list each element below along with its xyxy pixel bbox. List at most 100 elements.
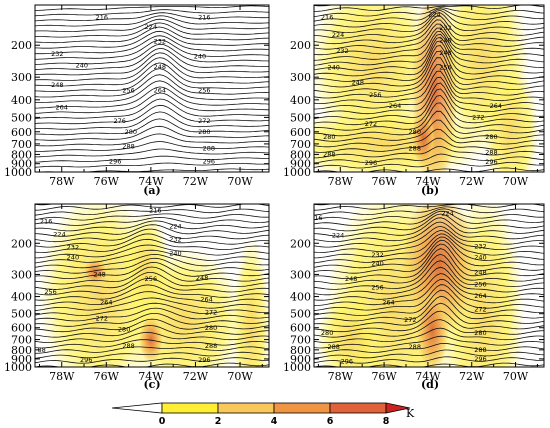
isotherm-line — [35, 357, 269, 364]
contour-label: 288 — [409, 145, 421, 153]
isotherm-line — [314, 30, 544, 61]
isotherm-line — [314, 27, 544, 56]
isotherm-line — [314, 33, 544, 66]
contour-label: 88 — [38, 346, 46, 354]
isotherm-line — [314, 76, 544, 110]
isotherm-line — [35, 5, 269, 11]
contour-label: 216 — [149, 206, 161, 214]
colorbar: 0 2 4 6 8 K — [111, 402, 415, 427]
isotherm-line — [314, 248, 544, 279]
contour-label: 224 — [332, 31, 344, 39]
x-tick-label: 78W — [328, 370, 354, 383]
isotherm-line — [314, 110, 544, 137]
y-tick-label: 900 — [290, 158, 311, 171]
isotherm-line — [314, 342, 544, 354]
panel-label: (d) — [421, 378, 439, 391]
isotherm-line — [314, 289, 544, 316]
isotherm-line — [314, 64, 544, 99]
contour-label: 248 — [474, 269, 486, 277]
isotherm-line — [35, 331, 269, 343]
plot-frame — [34, 203, 270, 368]
contour-label: 216 — [198, 13, 210, 21]
isotherm-line — [314, 221, 544, 243]
contour-label: 296 — [80, 356, 92, 364]
isotherm-line — [35, 277, 269, 296]
contour-label: 272 — [96, 314, 108, 322]
colorbar-tick-label: 2 — [215, 416, 222, 427]
contour-label: 256 — [145, 275, 157, 283]
plot-frame — [313, 203, 545, 368]
contour-label: 280 — [409, 128, 421, 136]
contour-label: 224 — [332, 231, 344, 239]
contour-label: 272 — [472, 114, 484, 122]
contour-label: 240 — [439, 37, 451, 45]
isotherm-line — [314, 145, 544, 159]
isotherms — [35, 5, 269, 172]
y-tick-label: 700 — [290, 334, 311, 347]
colorbar-left-arrow — [111, 402, 163, 414]
isotherm-line — [314, 119, 544, 142]
isotherm-line — [35, 47, 269, 71]
isotherm-line — [314, 88, 544, 120]
isotherm-line — [314, 70, 544, 104]
colorbar-segment — [329, 402, 387, 414]
isotherm-line — [35, 9, 269, 17]
panel-a: 216 224 216 232 232 240 240 248 248 256 264 256 264 2… — [4, 4, 270, 197]
contour-label: 216 — [40, 217, 52, 225]
isotherm-line — [35, 291, 269, 307]
isotherm-line — [35, 208, 269, 216]
isotherm-line — [314, 102, 544, 131]
isotherm-line — [314, 362, 544, 367]
y-tick-label: 200 — [290, 237, 311, 250]
contour-label: 264 — [56, 104, 68, 112]
isotherm-line — [35, 125, 269, 141]
isotherm-line — [35, 118, 269, 136]
y-tick-label: 200 — [11, 237, 32, 250]
y-tick-label: 600 — [11, 126, 32, 139]
anomaly-shading — [316, 204, 525, 367]
isotherm-line — [314, 295, 544, 322]
contour-label: 224 — [169, 222, 181, 230]
isotherm-line — [314, 273, 544, 301]
contour-label: 288 — [323, 151, 335, 159]
x-tick-label: 70W — [227, 370, 253, 383]
contour-label: 288 — [328, 343, 340, 351]
shade-blob — [412, 108, 436, 169]
isotherm-line — [314, 327, 544, 343]
isotherm-line — [35, 272, 269, 290]
isotherm-line — [35, 18, 269, 32]
contour-label: 280 — [205, 324, 217, 332]
isotherm-line — [35, 204, 269, 211]
isotherm-line — [35, 297, 269, 312]
isotherm-line — [314, 94, 544, 126]
y-tick-label: 800 — [11, 148, 32, 161]
x-tick-label: 76W — [371, 175, 397, 188]
isotherm-line — [35, 12, 269, 22]
isotherm-line — [314, 335, 544, 349]
isotherm-line — [35, 307, 269, 322]
x-tick-label: 78W — [328, 175, 354, 188]
isotherm-line — [314, 229, 544, 253]
contour-label: 224 — [428, 11, 440, 19]
isotherm-line — [314, 45, 544, 82]
isotherm-line — [35, 98, 269, 119]
contour-label: 232 — [169, 236, 181, 244]
x-tick-label: 70W — [503, 370, 529, 383]
contour-label: 256 — [198, 87, 210, 95]
isotherm-line — [314, 15, 544, 39]
contour-label: 256 — [474, 280, 486, 288]
isotherm-line — [314, 137, 544, 153]
x-tick-label: 76W — [94, 175, 120, 188]
contour-label: 248 — [93, 271, 105, 279]
isotherm-line — [314, 153, 544, 164]
isotherm-line — [35, 224, 269, 237]
isotherm-line — [35, 346, 269, 354]
contour-labels: 216 224 232 224 240 232 248 240 256 248 256 264 264 2… — [321, 11, 502, 168]
isotherm-line — [314, 40, 544, 77]
contour-label: 224 — [145, 23, 157, 31]
contour-label: 296 — [198, 356, 210, 364]
contour-label: 264 — [154, 87, 166, 95]
y-tick-label: 900 — [11, 353, 32, 366]
